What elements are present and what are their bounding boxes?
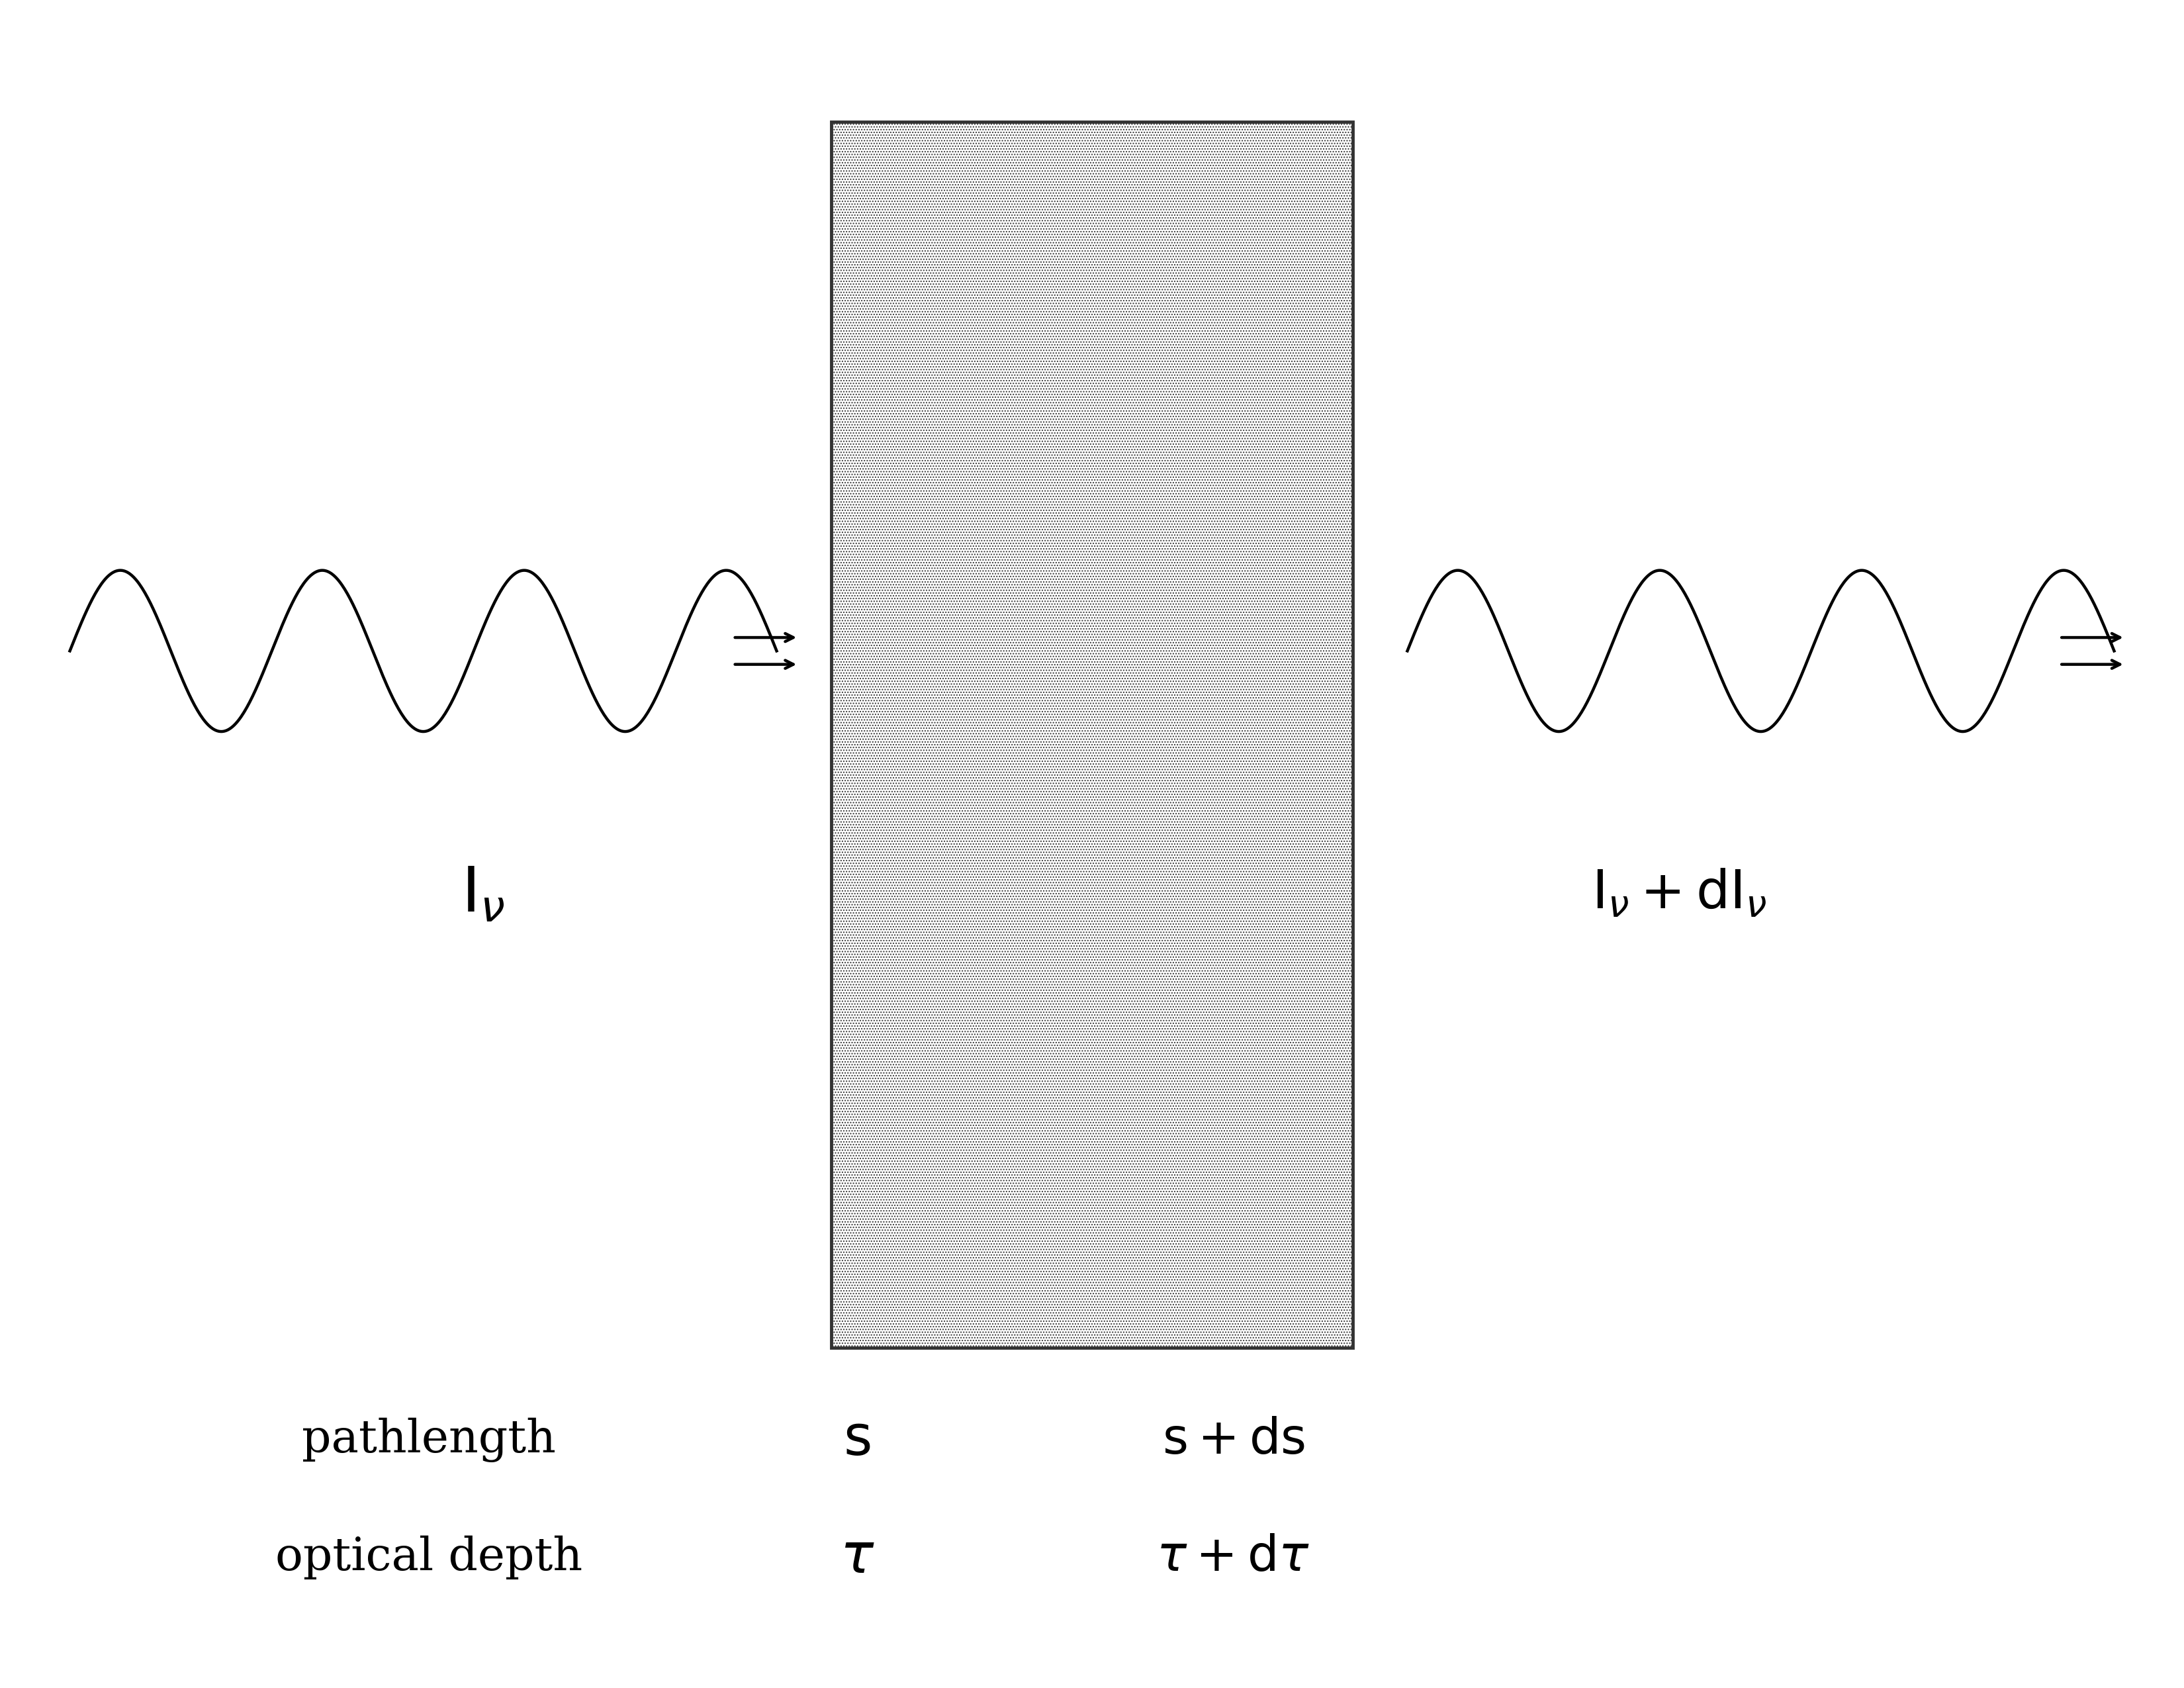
Bar	[832, 122, 1352, 1347]
Text: optical depth: optical depth	[275, 1536, 583, 1580]
Text: $\tau+\mathrm{d}\tau$: $\tau+\mathrm{d}\tau$	[1158, 1533, 1310, 1582]
Text: $\mathrm{I}_{\nu}$: $\mathrm{I}_{\nu}$	[461, 864, 505, 923]
Text: $\tau$: $\tau$	[839, 1531, 874, 1583]
Text: $\mathrm{s+ds}$: $\mathrm{s+ds}$	[1162, 1416, 1304, 1463]
Text: $\mathrm{I}_{\nu}+\mathrm{d}\mathrm{I}_{\nu}$: $\mathrm{I}_{\nu}+\mathrm{d}\mathrm{I}_{…	[1592, 869, 1767, 920]
Text: pathlength: pathlength	[301, 1418, 555, 1462]
Text: $\mathrm{s}$: $\mathrm{s}$	[843, 1413, 871, 1467]
